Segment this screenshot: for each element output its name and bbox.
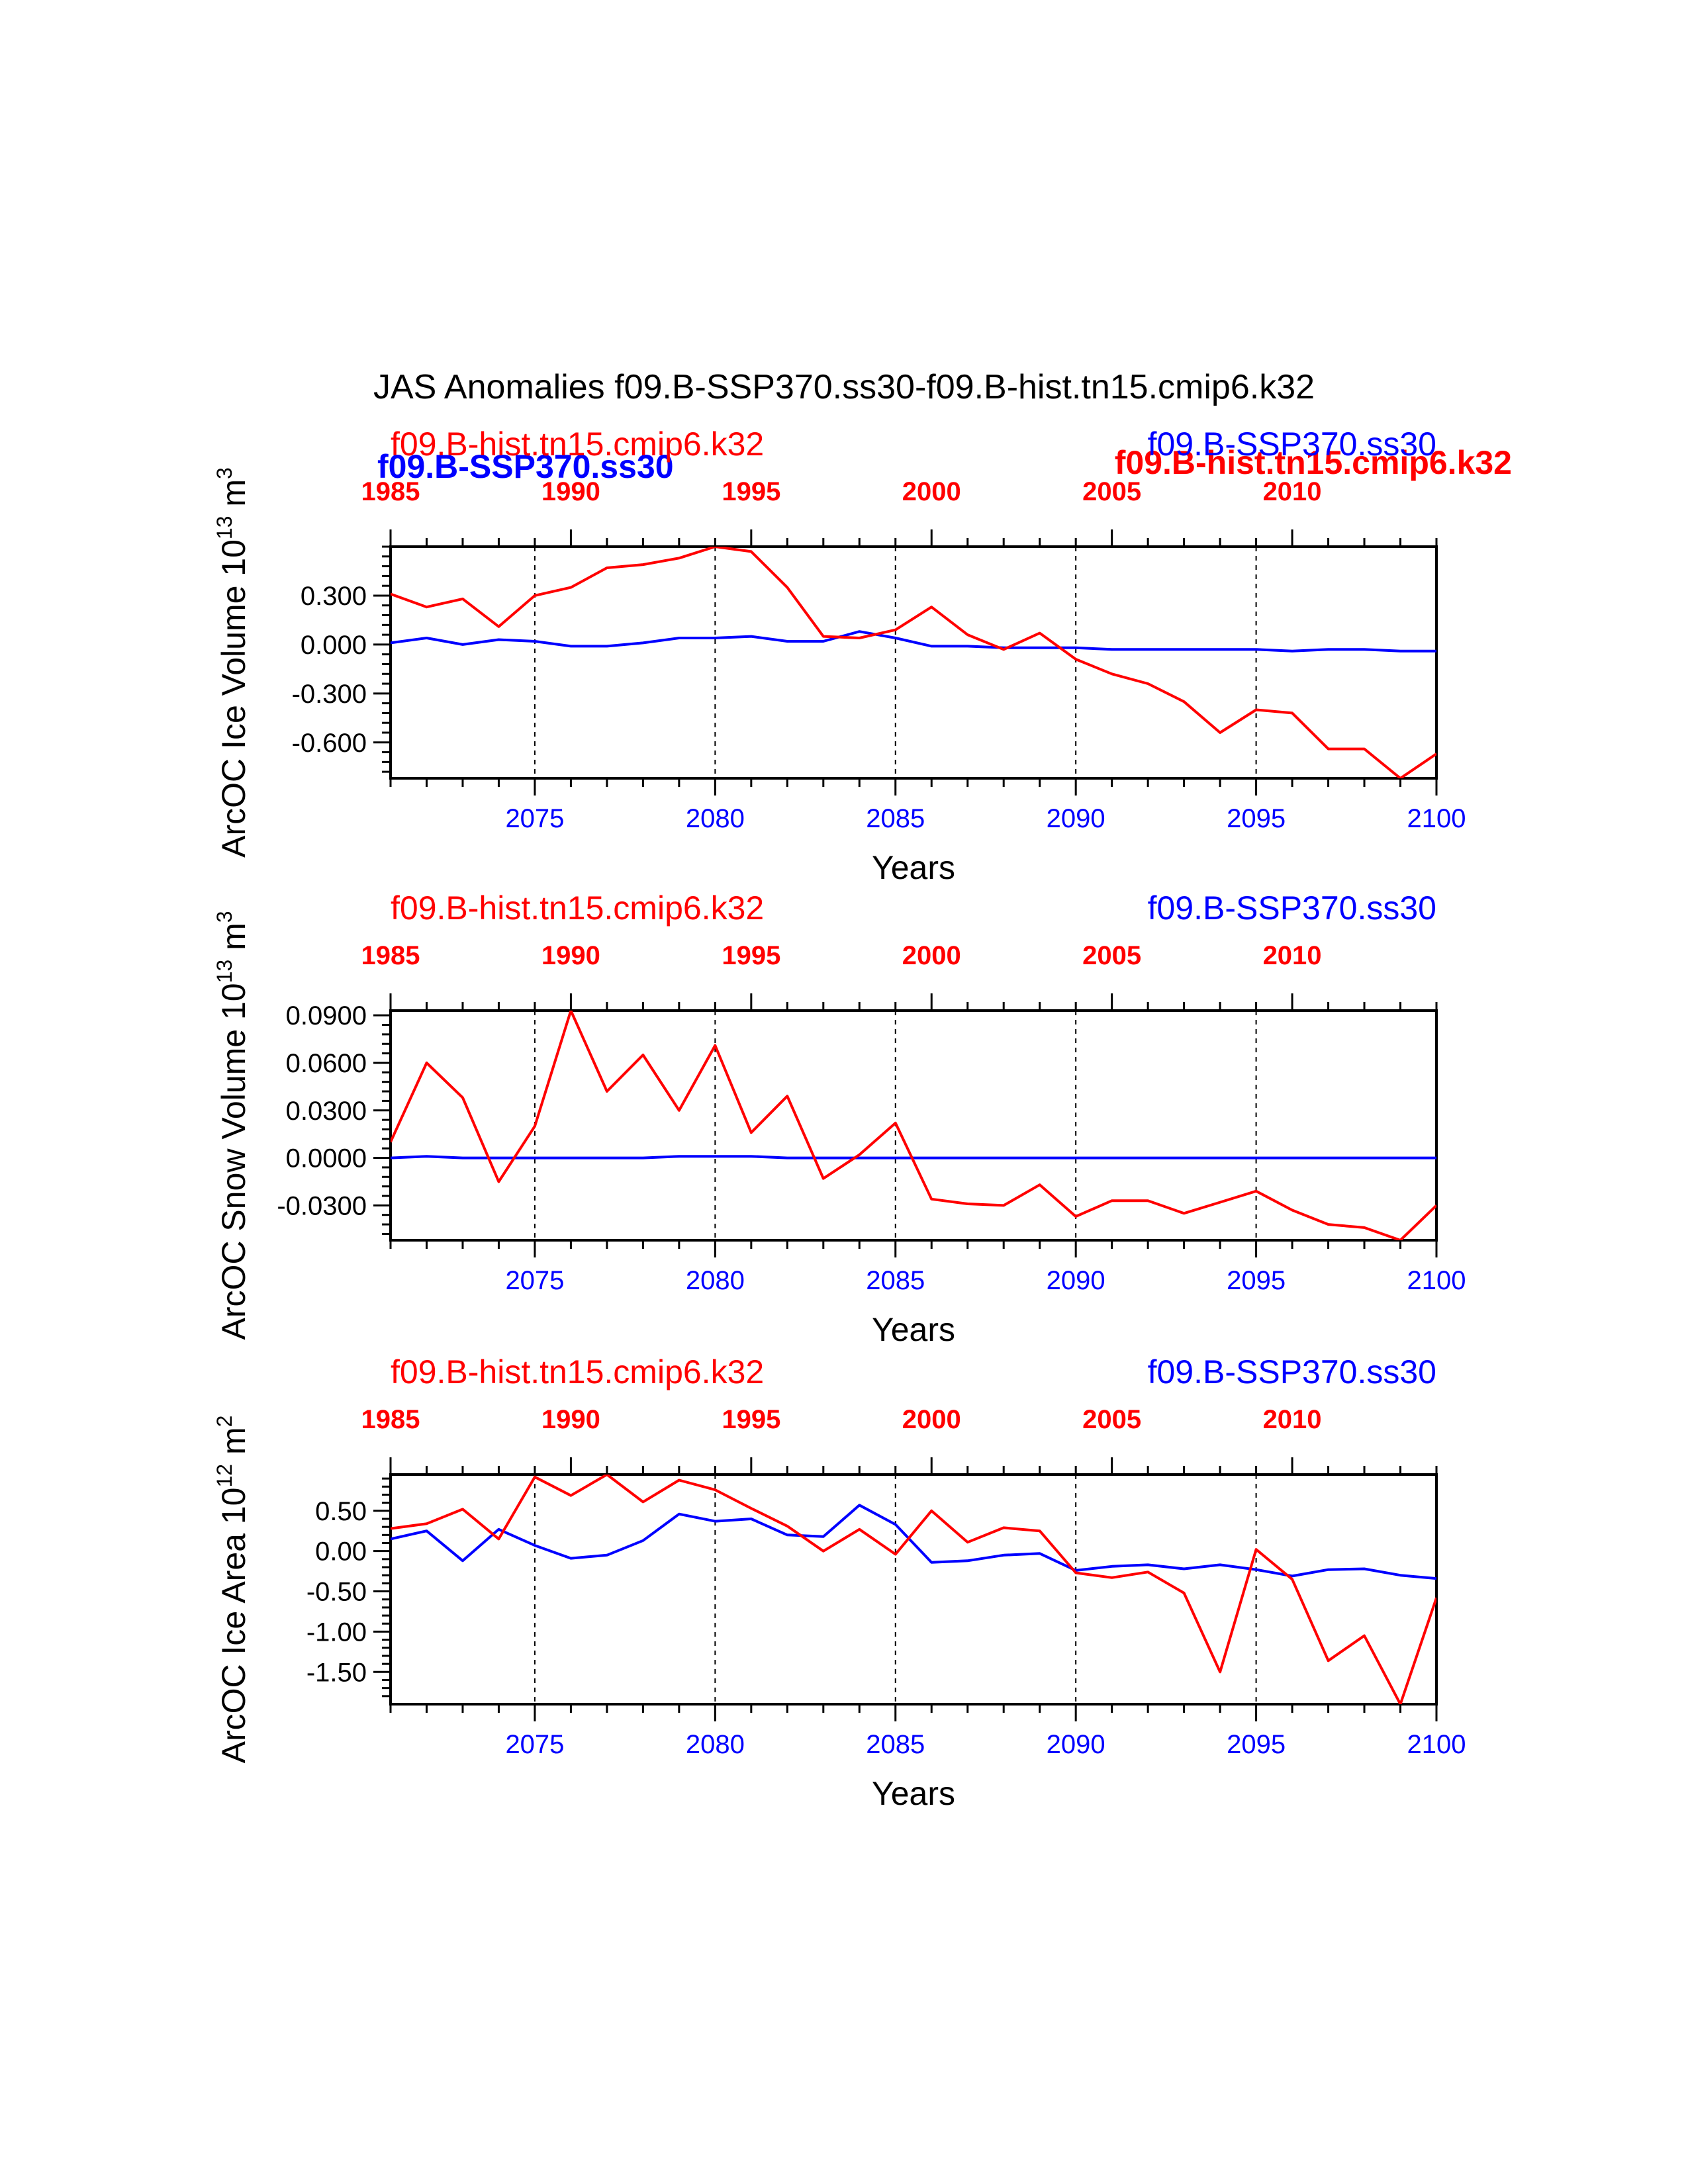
x-top-tick-label: 2010 [1263,1405,1322,1434]
y-tick-label: 0.00 [315,1537,367,1567]
overlay-hist-label: f09.B-hist.tn15.cmip6.k32 [1115,444,1512,481]
y-tick-label: -0.600 [292,729,367,758]
x-tick-label: 2095 [1227,1266,1286,1295]
overlay-ssp-label: f09.B-SSP370.ss30 [377,448,674,485]
x-axis-label: Years [872,1775,955,1812]
x-top-tick-label: 1990 [541,477,600,506]
y-tick-label: -0.50 [306,1578,367,1607]
y-tick-label: 0.0000 [286,1144,367,1173]
series-line [391,630,1436,653]
y-tick-label: -0.300 [292,680,367,709]
series-line [391,1011,1436,1240]
y-tick-label: 0.0900 [286,1001,367,1030]
series-line [391,1504,1436,1580]
x-tick-label: 2085 [866,1730,925,1759]
plot-frame [389,1009,1438,1242]
y-axis-label: ArcOC Snow Volume 1013 m3 [212,911,252,1340]
y-tick-label: 0.000 [301,631,367,660]
plot-frame [389,1473,1438,1706]
y-axis-label: ArcOC Ice Volume 1013 m3 [212,467,252,858]
ssp-run-label: f09.B-SSP370.ss30 [1148,426,1436,463]
hist-run-label: f09.B-hist.tn15.cmip6.k32 [391,889,764,927]
hist-run-label: f09.B-hist.tn15.cmip6.k32 [391,426,764,463]
x-top-tick-label: 2005 [1082,941,1141,970]
y-tick-label: -1.00 [306,1617,367,1647]
x-top-tick-label: 2005 [1082,477,1141,506]
x-tick-label: 2100 [1407,804,1466,833]
series-line [391,1475,1436,1704]
x-top-tick-label: 1995 [722,477,780,506]
x-tick-label: 2075 [505,804,564,833]
x-top-tick-label: 1985 [361,477,420,506]
x-top-tick-label: 2000 [902,1405,961,1434]
y-tick-label: 0.0600 [286,1049,367,1078]
x-top-tick-label: 2010 [1263,941,1322,970]
panel-1: 2075 2080 2085 2090 2095 2100 1985 1990 1995 2000… [212,426,1466,886]
x-tick-label: 2085 [866,804,925,833]
series-line [391,547,1436,778]
x-tick-label: 2080 [686,804,745,833]
x-top-tick-label: 1985 [361,1405,420,1434]
x-tick-label: 2095 [1227,1730,1286,1759]
x-tick-label: 2095 [1227,804,1286,833]
x-axis-label: Years [872,1311,955,1348]
x-tick-label: 2090 [1047,1266,1105,1295]
plot-frame [389,545,1438,780]
x-tick-label: 2090 [1047,804,1105,833]
x-top-tick-label: 1985 [361,941,420,970]
hist-run-label: f09.B-hist.tn15.cmip6.k32 [391,1353,764,1390]
x-tick-label: 2080 [686,1266,745,1295]
y-tick-label: -0.0300 [277,1191,367,1220]
x-tick-label: 2085 [866,1266,925,1295]
figure-title: JAS Anomalies f09.B-SSP370.ss30-f09.B-hi… [373,368,1315,406]
x-top-tick-label: 1995 [722,941,780,970]
x-tick-label: 2100 [1407,1730,1466,1759]
y-tick-label: 0.300 [301,582,367,611]
panel-2: 2075 2080 2085 2090 2095 2100 1985 1990 1995 2000… [212,889,1466,1348]
x-top-tick-label: 1995 [722,1405,780,1434]
x-tick-label: 2075 [505,1730,564,1759]
x-top-tick-label: 2005 [1082,1405,1141,1434]
y-tick-label: -1.50 [306,1658,367,1687]
series-line [391,1155,1436,1160]
y-tick-label: 0.50 [315,1497,367,1526]
y-axis-label: ArcOC Ice Area 1012 m2 [212,1416,252,1764]
x-top-tick-label: 2000 [902,941,961,970]
panels: 2075 2080 2085 2090 2095 2100 1985 1990 1995 2000… [212,426,1466,1812]
x-tick-label: 2090 [1047,1730,1105,1759]
y-tick-label: 0.0300 [286,1097,367,1126]
x-axis-label: Years [872,849,955,886]
x-top-tick-label: 1990 [541,941,600,970]
ssp-run-label: f09.B-SSP370.ss30 [1148,889,1436,927]
x-top-tick-label: 2010 [1263,477,1322,506]
x-tick-label: 2075 [505,1266,564,1295]
x-tick-label: 2100 [1407,1266,1466,1295]
panel-3: 2075 2080 2085 2090 2095 2100 1985 1990 1995 2000… [212,1353,1466,1812]
ssp-run-label: f09.B-SSP370.ss30 [1148,1353,1436,1390]
x-tick-label: 2080 [686,1730,745,1759]
x-top-tick-label: 1990 [541,1405,600,1434]
x-top-tick-label: 2000 [902,477,961,506]
